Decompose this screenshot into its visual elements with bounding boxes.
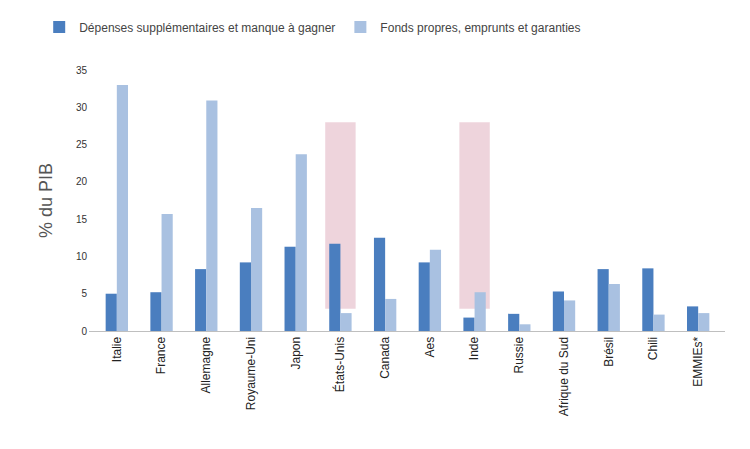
svg-text:35: 35 [76,65,88,76]
svg-text:% du PIB: % du PIB [36,163,56,238]
svg-text:Aes: Aes [423,337,437,358]
svg-text:Italie: Italie [110,336,124,362]
svg-text:20: 20 [76,176,88,187]
svg-text:Japon: Japon [289,337,303,370]
svg-text:Fonds propres, emprunts et gar: Fonds propres, emprunts et garanties [380,21,580,35]
svg-text:EMMIEs*: EMMIEs* [691,336,705,386]
svg-text:0: 0 [81,326,87,337]
svg-text:Allemagne: Allemagne [199,336,213,393]
svg-text:Canada: Canada [378,336,392,378]
svg-text:15: 15 [76,214,88,225]
svg-text:États-Unis: États-Unis [332,337,347,392]
svg-text:30: 30 [76,102,88,113]
svg-text:Afrique du Sud: Afrique du Sud [557,337,571,416]
svg-text:10: 10 [76,251,88,262]
svg-text:Inde: Inde [467,336,481,360]
svg-text:Dépenses supplémentaires et ma: Dépenses supplémentaires et manque à gag… [79,21,335,35]
svg-text:5: 5 [81,288,87,299]
svg-text:Royaume-Uni: Royaume-Uni [244,337,258,410]
svg-text:Brésil: Brésil [602,337,616,367]
svg-text:France: France [154,336,168,374]
svg-text:25: 25 [76,139,88,150]
svg-text:Chili: Chili [646,337,660,360]
svg-text:Russie: Russie [512,336,526,373]
